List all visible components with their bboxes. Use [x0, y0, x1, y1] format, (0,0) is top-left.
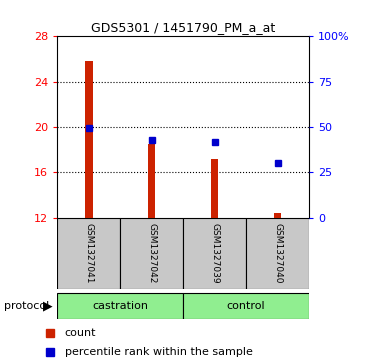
- Title: GDS5301 / 1451790_PM_a_at: GDS5301 / 1451790_PM_a_at: [91, 21, 275, 34]
- Text: GSM1327040: GSM1327040: [273, 223, 282, 284]
- Text: GSM1327042: GSM1327042: [147, 223, 156, 284]
- Text: ▶: ▶: [43, 299, 52, 312]
- Text: count: count: [65, 328, 96, 338]
- Text: GSM1327039: GSM1327039: [210, 223, 219, 284]
- Bar: [183, 218, 246, 289]
- Bar: [246, 218, 309, 289]
- Bar: [274, 213, 281, 218]
- Bar: [57, 218, 120, 289]
- Text: protocol: protocol: [4, 301, 49, 311]
- Bar: [57, 293, 183, 319]
- Bar: [120, 218, 183, 289]
- Bar: [148, 144, 155, 218]
- Text: GSM1327041: GSM1327041: [84, 223, 93, 284]
- Bar: [211, 159, 218, 218]
- Text: castration: castration: [92, 301, 148, 311]
- Text: control: control: [227, 301, 265, 311]
- Bar: [183, 293, 309, 319]
- Bar: [85, 61, 92, 218]
- Text: percentile rank within the sample: percentile rank within the sample: [65, 347, 253, 357]
